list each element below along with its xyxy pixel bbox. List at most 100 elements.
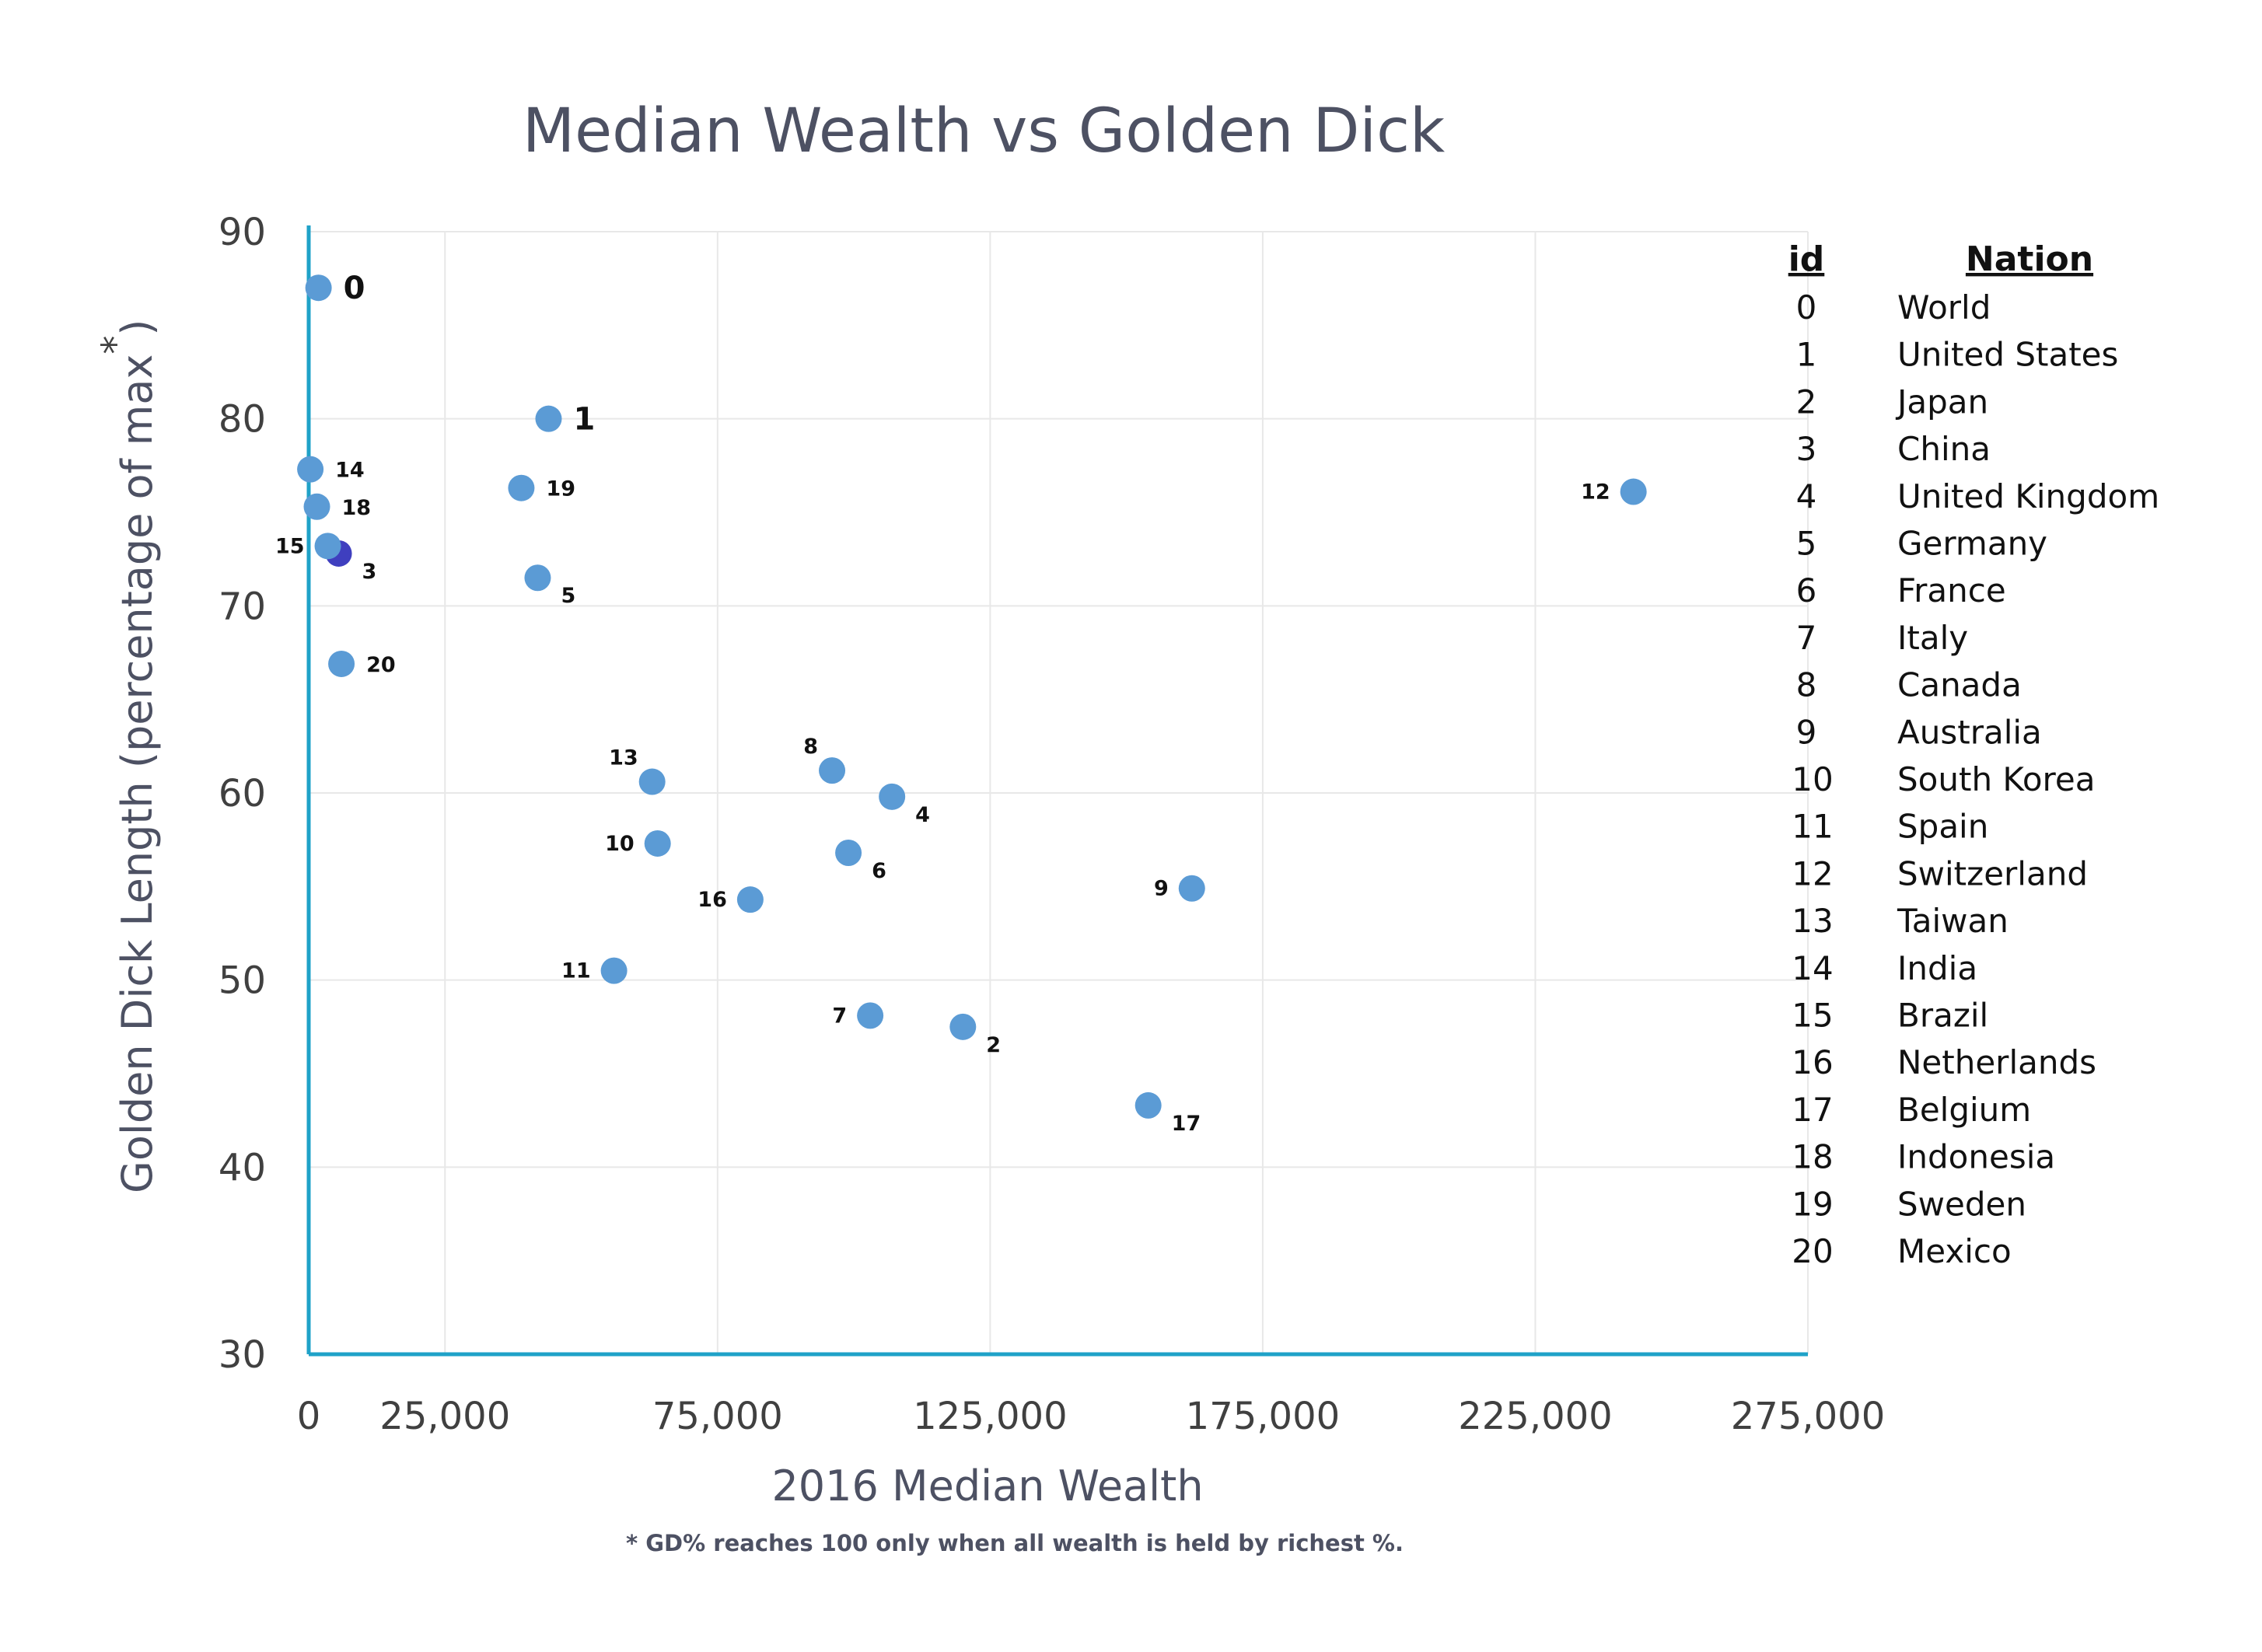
data-point [328, 650, 355, 677]
legend-id: 4 [1796, 477, 1817, 515]
legend-id: 1 [1796, 336, 1817, 374]
data-point [535, 405, 562, 432]
y-tick-label: 30 [219, 1333, 266, 1377]
legend-nation: Japan [1895, 382, 1988, 421]
y-axis-label-asterisk: * [94, 336, 138, 354]
data-point [508, 474, 535, 501]
data-point [857, 1002, 884, 1029]
data-point [949, 1013, 977, 1040]
legend-id: 18 [1792, 1138, 1833, 1176]
legend-header-nation: Nation [1966, 239, 2093, 279]
y-axis-label-text: Golden Dick Length (percentage of max [113, 354, 162, 1193]
legend-id: 15 [1792, 997, 1833, 1035]
legend-id: 13 [1792, 902, 1833, 940]
legend-id: 6 [1796, 571, 1817, 609]
data-point [600, 957, 628, 984]
data-point-label: 11 [561, 959, 591, 983]
data-point-label: 15 [275, 534, 305, 558]
data-point-label: 14 [335, 459, 365, 483]
data-point-label: 4 [915, 803, 930, 827]
data-point-label: 18 [342, 496, 372, 520]
data-point-label: 5 [561, 584, 575, 608]
legend-id: 20 [1792, 1232, 1833, 1270]
x-tick-label: 275,000 [1731, 1395, 1886, 1438]
data-point-label: 20 [366, 653, 396, 677]
y-tick-label: 50 [219, 959, 266, 1003]
y-axis-label-group: Golden Dick Length (percentage of max*) [94, 320, 162, 1194]
data-point-label: 6 [872, 859, 886, 883]
x-tick-label: 175,000 [1186, 1395, 1341, 1438]
legend-table: id Nation 0 World 1 United States 2 Japan 3 China… [1788, 239, 2159, 1270]
legend-id: 2 [1796, 382, 1817, 421]
data-point-label: 3 [362, 560, 377, 584]
data-point-label: 8 [803, 735, 818, 759]
legend-nation: Netherlands [1897, 1043, 2096, 1081]
legend-nation: Switzerland [1897, 854, 2088, 892]
x-tick-label: 75,000 [652, 1395, 783, 1438]
data-point [835, 840, 862, 867]
y-tick-label: 90 [219, 211, 266, 254]
legend-id: 3 [1796, 430, 1817, 468]
axes [306, 225, 1808, 1357]
data-point-label: 19 [546, 477, 575, 501]
data-point-label: 12 [1581, 480, 1610, 505]
legend-nation: Germany [1897, 525, 2047, 563]
data-point-label: 7 [832, 1004, 847, 1028]
data-point-label: 9 [1154, 877, 1169, 901]
data-point-label: 13 [609, 746, 638, 770]
legend-nation: United States [1897, 336, 2118, 374]
footnote: * GD% reaches 100 only when all wealth i… [626, 1530, 1404, 1556]
x-tick-label: 25,000 [379, 1395, 510, 1438]
legend-nation: United Kingdom [1897, 477, 2159, 515]
legend-nation: Italy [1897, 619, 1968, 657]
data-point [644, 829, 671, 857]
y-tick-label: 70 [219, 585, 266, 628]
legend-id: 10 [1792, 760, 1833, 798]
y-axis-label-close: ) [113, 320, 162, 336]
data-point-label: 1 [573, 402, 595, 438]
y-tick-label: 40 [219, 1146, 266, 1189]
legend-nation: Canada [1897, 666, 2022, 704]
data-point-label: 10 [605, 832, 635, 856]
x-tick-label: 225,000 [1458, 1395, 1613, 1438]
data-point [314, 533, 341, 560]
data-point-label: 17 [1172, 1112, 1201, 1136]
legend-id: 16 [1792, 1043, 1833, 1081]
legend-id: 14 [1792, 949, 1833, 987]
legend-nation: China [1897, 430, 1991, 468]
data-point [1178, 875, 1205, 902]
legend-id: 9 [1796, 713, 1817, 751]
chart-title: Median Wealth vs Golden Dick [523, 96, 1445, 166]
legend-id: 11 [1792, 808, 1833, 846]
legend-nation: India [1897, 949, 1977, 987]
legend-id: 7 [1796, 619, 1817, 657]
legend-id: 0 [1796, 288, 1817, 327]
data-point [638, 768, 666, 795]
legend-nation: France [1897, 571, 2006, 609]
legend-nation: Australia [1897, 713, 2042, 751]
data-point [297, 456, 324, 483]
data-point-label: 16 [697, 888, 727, 912]
legend-nation: Indonesia [1897, 1138, 2055, 1176]
legend-id: 8 [1796, 666, 1817, 704]
legend-nation: South Korea [1897, 760, 2095, 798]
data-point [524, 564, 551, 592]
data-point-label: 2 [986, 1033, 1001, 1057]
y-axis-label: Golden Dick Length (percentage of max*) [94, 320, 162, 1194]
legend-nation: Brazil [1897, 997, 1988, 1035]
data-point [879, 783, 906, 810]
data-point [1620, 478, 1647, 505]
legend-id: 19 [1792, 1185, 1833, 1223]
legend-id: 12 [1792, 854, 1833, 892]
grid [309, 231, 1809, 1354]
legend-nation: Sweden [1897, 1185, 2026, 1223]
legend-id: 17 [1792, 1091, 1833, 1129]
data-point [819, 757, 846, 784]
legend-nation: Spain [1897, 808, 1988, 846]
data-point [1134, 1091, 1162, 1119]
y-tick-label: 80 [219, 398, 266, 442]
legend-header-id: id [1788, 239, 1825, 279]
